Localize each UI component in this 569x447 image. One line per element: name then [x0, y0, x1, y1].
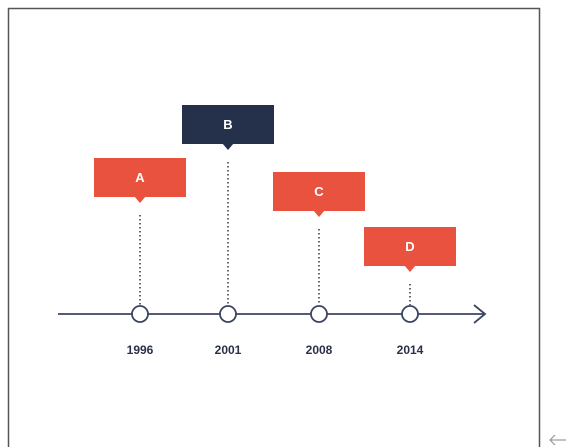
timeline-node — [310, 305, 328, 323]
event-box — [182, 105, 274, 144]
event-year: 1996 — [127, 343, 154, 357]
event: D 2014 — [364, 227, 456, 357]
event-pointer — [404, 265, 416, 272]
timeline-node — [219, 305, 237, 323]
frame — [7, 7, 541, 447]
event-year: 2008 — [306, 343, 333, 357]
event-label: C — [314, 184, 324, 199]
event-pointer — [222, 143, 234, 150]
event: C 2008 — [273, 172, 365, 357]
event-year: 2001 — [215, 343, 242, 357]
event-label: D — [405, 239, 414, 254]
timeline-node — [401, 305, 419, 323]
back-arrow-icon[interactable] — [549, 434, 566, 446]
timeline-arrowhead — [473, 304, 487, 324]
event-box — [364, 227, 456, 266]
event-pointer — [313, 210, 325, 217]
event-box — [273, 172, 365, 211]
event-box — [94, 158, 186, 197]
event-pointer — [134, 196, 146, 203]
event-label: A — [135, 170, 145, 185]
event: B 2001 — [182, 105, 274, 357]
event-label: B — [223, 117, 232, 132]
event: A 1996 — [94, 158, 186, 357]
event-year: 2014 — [397, 343, 424, 357]
timeline-node — [131, 305, 149, 323]
